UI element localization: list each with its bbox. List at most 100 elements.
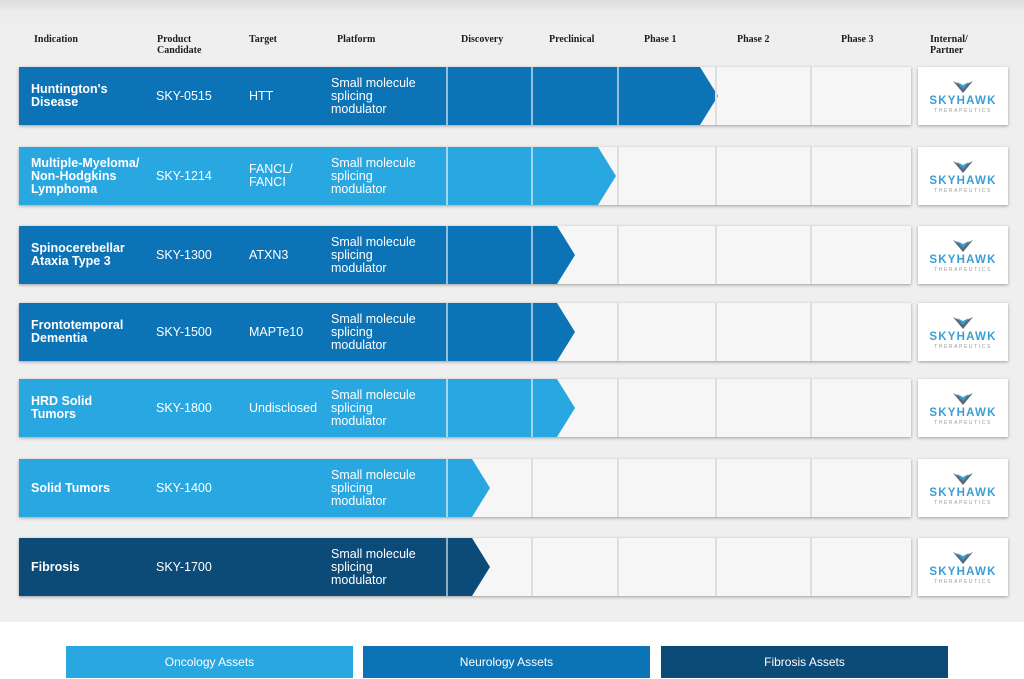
stage-divider (810, 226, 812, 284)
pipeline-row: HRD Solid Tumors SKY-1800 Undisclosed Small … (19, 379, 911, 437)
stage-divider (617, 147, 619, 205)
pipeline-row: Spinocerebellar Ataxia Type 3 SKY-1300 ATXN… (19, 226, 911, 284)
stage-divider (617, 67, 619, 125)
pipeline-row: Huntington's Disease SKY-0515 HTT Small mole… (19, 67, 911, 125)
cell-indication: Spinocerebellar Ataxia Type 3 (31, 241, 125, 268)
partner-logo-name: SKYHAWK (929, 331, 997, 343)
hawk-icon (953, 317, 973, 329)
partner-logo-tagline: THERAPEUTICS (934, 579, 992, 585)
header-target: Target (249, 34, 277, 45)
cell-product: SKY-0515 (156, 88, 212, 103)
stage-divider (617, 226, 619, 284)
partner-logo-tagline: THERAPEUTICS (934, 188, 992, 194)
header-product: Product Candidate (157, 34, 202, 56)
stage-divider (617, 379, 619, 437)
legend-oncology: Oncology Assets (66, 646, 353, 678)
progress-bar (19, 147, 599, 205)
stage-divider (715, 379, 717, 437)
stage-divider (446, 379, 448, 437)
stage-divider (617, 303, 619, 361)
partner-logo-name: SKYHAWK (929, 566, 997, 578)
progress-bar (19, 67, 701, 125)
header-phase3: Phase 3 (841, 34, 874, 45)
progress-bar (19, 379, 557, 437)
stage-divider (715, 147, 717, 205)
pipeline-row: Fibrosis SKY-1700 Small molecule splicing mo… (19, 538, 911, 596)
partner-logo-tagline: THERAPEUTICS (934, 344, 992, 350)
cell-indication: Huntington's Disease (31, 82, 108, 109)
cell-target: Undisclosed (249, 400, 318, 415)
progress-arrow-icon (471, 459, 490, 517)
progress-bar (19, 538, 472, 596)
cell-platform: Small molecule splicing modulator (331, 234, 416, 275)
header-partner: Internal/ Partner (930, 34, 968, 56)
cell-product: SKY-1214 (156, 168, 212, 183)
stage-divider (617, 459, 619, 517)
legend-neurology: Neurology Assets (363, 646, 650, 678)
cell-platform: Small molecule splicing modulator (331, 155, 416, 196)
stage-divider (810, 147, 812, 205)
stage-divider (446, 538, 448, 596)
stage-divider (715, 538, 717, 596)
header-platform: Platform (337, 34, 376, 45)
cell-platform: Small molecule splicing modulator (331, 75, 416, 116)
cell-platform: Small molecule splicing modulator (331, 311, 416, 352)
header-indication: Indication (34, 34, 78, 45)
stage-divider (810, 538, 812, 596)
stage-divider (531, 459, 533, 517)
progress-arrow-icon (700, 67, 719, 125)
cell-product: SKY-1300 (156, 247, 212, 262)
stage-divider (715, 226, 717, 284)
stage-divider (810, 303, 812, 361)
progress-arrow-icon (598, 147, 617, 205)
stage-divider (810, 459, 812, 517)
cell-target: ATXN3 (249, 247, 289, 262)
partner-logo-name: SKYHAWK (929, 254, 997, 266)
stage-divider (531, 147, 533, 205)
hawk-icon (953, 473, 973, 485)
progress-arrow-icon (471, 538, 490, 596)
cell-indication: Solid Tumors (31, 480, 110, 495)
partner-logo: SKYHAWK THERAPEUTICS (918, 147, 1008, 205)
partner-logo-tagline: THERAPEUTICS (934, 108, 992, 114)
stage-divider (810, 379, 812, 437)
partner-logo-tagline: THERAPEUTICS (934, 420, 992, 426)
progress-arrow-icon (556, 379, 575, 437)
cell-platform: Small molecule splicing modulator (331, 546, 416, 587)
cell-product: SKY-1500 (156, 324, 212, 339)
hawk-icon (953, 161, 973, 173)
cell-product: SKY-1400 (156, 480, 212, 495)
progress-arrow-icon (556, 226, 575, 284)
cell-platform: Small molecule splicing modulator (331, 467, 416, 508)
stage-divider (446, 226, 448, 284)
partner-logo: SKYHAWK THERAPEUTICS (918, 67, 1008, 125)
cell-target: HTT (249, 88, 274, 103)
stage-divider (531, 67, 533, 125)
cell-indication: Frontotemporal Dementia (31, 318, 124, 345)
stage-divider (715, 459, 717, 517)
stage-divider (531, 379, 533, 437)
hawk-icon (953, 393, 973, 405)
pipeline-row: Solid Tumors SKY-1400 Small molecule splici… (19, 459, 911, 517)
pipeline-row: Multiple-Myeloma/Non-Hodgkins Lymphoma SKY… (19, 147, 911, 205)
stage-divider (531, 226, 533, 284)
stage-divider (531, 303, 533, 361)
pipeline-chart: Indication Product Candidate Target Platfor… (0, 0, 1024, 622)
cell-platform: Small molecule splicing modulator (331, 387, 416, 428)
hawk-icon (953, 552, 973, 564)
stage-divider (715, 67, 717, 125)
legend-fibrosis: Fibrosis Assets (661, 646, 948, 678)
partner-logo-tagline: THERAPEUTICS (934, 267, 992, 273)
stage-divider (617, 538, 619, 596)
stage-divider (446, 147, 448, 205)
stage-divider (446, 459, 448, 517)
partner-logo-name: SKYHAWK (929, 175, 997, 187)
hawk-icon (953, 240, 973, 252)
progress-arrow-icon (556, 303, 575, 361)
partner-logo-name: SKYHAWK (929, 95, 997, 107)
stage-divider (446, 303, 448, 361)
partner-logo-name: SKYHAWK (929, 407, 997, 419)
stage-divider (715, 303, 717, 361)
stage-divider (531, 538, 533, 596)
cell-product: SKY-1800 (156, 400, 212, 415)
